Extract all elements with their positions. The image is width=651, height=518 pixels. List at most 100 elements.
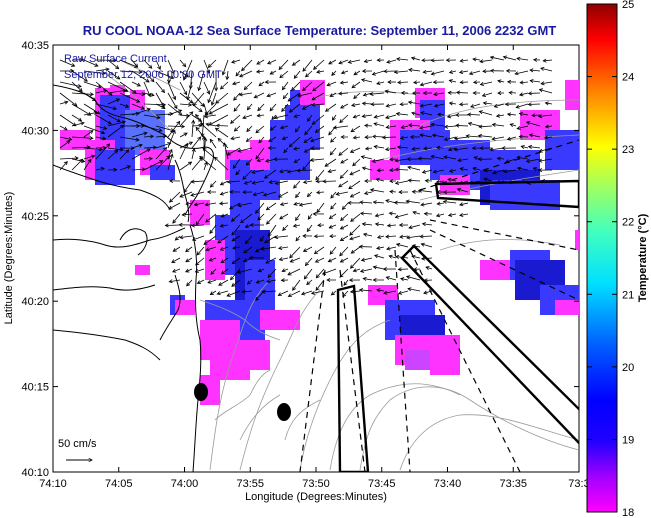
current-vector-head <box>338 183 343 188</box>
current-vector <box>540 67 553 72</box>
current-vector-head <box>231 282 236 287</box>
current-vector <box>376 178 385 182</box>
current-vector-head <box>257 216 262 221</box>
current-vector-head <box>322 179 327 184</box>
colorbar <box>586 3 618 513</box>
current-vector <box>370 92 385 95</box>
current-vector-head <box>196 280 202 284</box>
current-vector-head <box>295 237 300 242</box>
current-vector-head <box>373 122 378 127</box>
current-vector <box>237 147 253 152</box>
current-vector-head <box>412 80 418 85</box>
current-vector-head <box>358 288 364 293</box>
current-vector-head <box>394 214 399 219</box>
current-vector <box>305 257 313 266</box>
current-vector-head <box>363 59 368 64</box>
current-vector-head <box>203 241 208 245</box>
current-vector <box>457 158 469 162</box>
current-vector <box>220 81 229 90</box>
current-vector <box>196 246 205 256</box>
current-vector-head <box>349 289 355 294</box>
current-vector-head <box>363 191 369 195</box>
current-vector <box>190 191 205 196</box>
current-vector <box>422 223 433 226</box>
current-vector <box>143 114 161 119</box>
current-vector <box>447 114 457 118</box>
current-vector <box>233 92 241 101</box>
current-vector-head <box>408 225 413 230</box>
current-vector <box>528 146 541 149</box>
current-vector-head <box>312 87 317 92</box>
current-vector-head <box>159 160 164 164</box>
current-vector <box>131 168 146 171</box>
current-vector <box>517 167 529 171</box>
current-vector <box>265 257 277 264</box>
current-vector <box>83 59 99 67</box>
current-vector-head <box>394 167 399 172</box>
current-vector-head <box>303 148 308 153</box>
current-vector-head <box>189 99 194 104</box>
current-vector <box>331 70 337 76</box>
current-vector-head <box>116 118 121 122</box>
current-vector-head <box>310 138 315 143</box>
current-vector <box>226 70 229 80</box>
current-vector-head <box>472 166 477 171</box>
current-vector <box>328 59 337 65</box>
current-vector-head <box>136 98 141 103</box>
current-vector-head <box>161 105 166 110</box>
current-vector <box>306 224 313 232</box>
current-vector-head <box>78 87 83 93</box>
current-vector <box>167 59 175 74</box>
current-vector <box>227 180 241 183</box>
current-vector <box>517 125 529 130</box>
current-vector-head <box>182 63 187 68</box>
current-vector <box>362 167 373 171</box>
current-vector <box>374 146 385 149</box>
current-vector <box>167 149 173 160</box>
current-vector-head <box>266 220 271 225</box>
current-vector-head <box>246 106 251 111</box>
current-vector-head <box>376 245 381 250</box>
current-vector-head <box>395 111 400 116</box>
current-vector <box>340 257 349 263</box>
current-vector <box>359 289 373 292</box>
current-vector-head <box>134 63 139 68</box>
current-vector <box>131 108 151 116</box>
current-vector-head <box>273 157 278 162</box>
current-vector <box>316 70 325 73</box>
sst-pixel-block <box>135 265 150 275</box>
current-vector <box>242 290 253 293</box>
current-vector <box>386 246 397 250</box>
current-vector <box>507 113 517 116</box>
current-vector-head <box>372 277 377 283</box>
current-vector <box>399 235 409 238</box>
current-vector-head <box>419 125 424 130</box>
current-vector <box>389 191 397 193</box>
current-vector-head <box>372 265 377 270</box>
current-vector <box>231 213 241 222</box>
current-vector <box>244 180 253 185</box>
current-vector <box>468 122 481 127</box>
current-vector <box>303 136 313 143</box>
current-vector <box>376 81 385 85</box>
current-vector-head <box>269 107 274 112</box>
current-vector-head <box>437 112 442 117</box>
current-vector <box>340 81 349 84</box>
current-vector <box>459 180 469 184</box>
current-vector-head <box>80 121 85 126</box>
current-vector-head <box>126 165 131 170</box>
current-vector <box>338 92 349 95</box>
current-vector-head <box>430 154 435 159</box>
current-vector-head <box>532 57 538 62</box>
current-vector <box>394 70 409 73</box>
x-tick-label: 73:45 <box>368 478 396 490</box>
current-vector-head <box>188 161 193 166</box>
current-vector-head <box>210 101 215 106</box>
current-vector <box>119 103 129 108</box>
current-vector-head <box>301 291 306 296</box>
current-vector-head <box>259 237 264 242</box>
current-vector-head <box>411 146 416 151</box>
current-vector <box>220 257 229 263</box>
current-vector <box>195 268 205 273</box>
current-vector <box>233 103 241 112</box>
